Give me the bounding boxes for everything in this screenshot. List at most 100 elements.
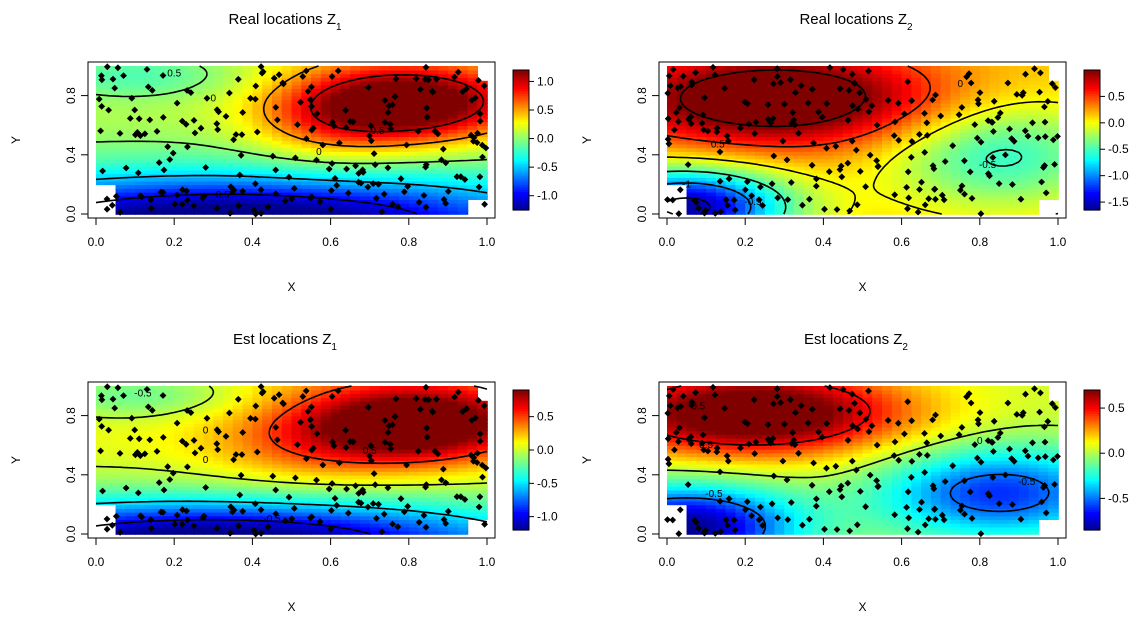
heat-cell [852,191,864,197]
heat-cell [970,103,981,108]
heat-cell [203,411,215,417]
heat-cell [706,88,717,93]
heat-cell [667,106,678,112]
heat-cell [174,110,185,115]
heat-cell [252,177,263,182]
heat-cell [183,80,195,86]
heat-cell [467,69,479,75]
heat-cell [125,500,136,506]
heat-cell [340,158,351,163]
heat-cell [477,184,488,189]
location-point [721,85,729,92]
heat-cell [213,73,224,78]
heat-cell [418,169,430,175]
heat-cell [291,173,303,178]
location-point [674,84,681,92]
heat-cell [213,103,224,108]
heat-cell [970,199,981,204]
heat-cell [447,128,459,134]
heat-cell [725,95,737,101]
heat-cell [164,448,176,454]
heat-cell [252,125,263,130]
location-point [787,76,794,84]
heat-cell [330,99,342,104]
heat-cell [784,206,795,212]
heat-cell [1009,69,1020,75]
heat-cell [350,423,361,428]
heat-cell [174,471,185,476]
heat-cell [960,162,971,167]
location-point [767,119,775,127]
heat-cell [164,445,176,450]
heat-cell [144,143,156,149]
heat-cell [940,154,952,160]
heat-cell [125,445,136,450]
heat-cell [96,404,107,409]
heat-cell [193,393,205,398]
heat-cell [105,478,117,483]
heat-cell [428,95,439,101]
heat-cell [706,136,717,141]
heat-cell [193,426,205,432]
heat-cell [320,504,332,509]
heat-cell [667,162,678,167]
heat-cell [379,522,391,528]
heat-cell [921,125,932,130]
location-point [111,84,119,92]
heat-cell [359,158,371,163]
location-point [777,79,784,87]
heat-cell [203,482,215,487]
heat-cell [979,103,991,108]
heat-cell [823,173,834,178]
location-points [95,63,490,218]
heat-cell [223,408,234,413]
heat-cell [203,158,215,163]
heat-cell [135,73,146,78]
heat-cell [667,143,678,149]
heat-cell [320,489,332,495]
heat-cell [696,106,707,112]
heat-cell [389,99,400,104]
heat-cell [457,191,469,197]
colorbar-tick-label: 0.5 [537,103,554,117]
heat-cell [203,471,215,476]
heat-cell [862,199,874,204]
heat-cell [901,132,913,138]
heat-cell [340,393,351,398]
location-point [439,145,447,153]
heat-cell [1028,195,1040,200]
heat-cell [408,206,420,212]
heat-cell [174,485,185,491]
location-point [799,201,806,209]
location-point [929,96,936,104]
location-point [367,137,375,145]
heat-cell [125,210,136,215]
heat-cell [242,445,254,450]
heat-cell [96,474,107,480]
heat-cell [1009,103,1020,108]
heat-cell [754,188,766,193]
heat-cell [252,147,263,152]
heat-cell [281,151,293,156]
contour-line [95,174,488,194]
heat-cell [301,140,312,145]
heat-cell [1009,184,1020,189]
heat-cell [725,136,737,141]
heat-cell [262,77,273,82]
location-point [431,127,439,135]
heat-cell [311,84,322,89]
heat-cell [940,136,952,141]
location-point [757,183,764,191]
colorbar-band [1084,86,1100,90]
heat-cell [183,77,195,82]
heat-cell [696,136,707,141]
heat-cell [911,84,922,89]
heat-cell [921,184,932,189]
heat-cell [735,80,747,86]
heat-cell [183,389,195,395]
heat-cell [311,199,322,204]
heat-cell [311,530,322,535]
location-point [874,163,882,171]
heat-cell [774,117,786,123]
heat-cell [872,128,883,134]
